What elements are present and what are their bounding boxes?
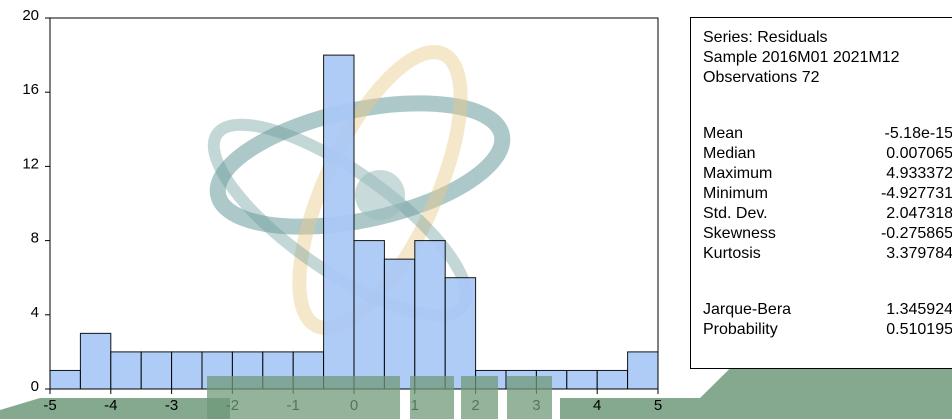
stats-row: Kurtosis 3.379784	[703, 244, 952, 264]
y-tick-label: 4	[31, 304, 39, 321]
stat-name: Jarque-Bera	[703, 301, 792, 318]
stats-row: Minimum -4.927731	[703, 184, 952, 204]
y-tick-label: 20	[22, 7, 39, 24]
watermark-band-left	[0, 398, 230, 419]
stats-row: Median 0.007065	[703, 144, 952, 164]
histogram-bar	[596, 369, 629, 390]
y-tick-label: 16	[22, 81, 39, 98]
histogram-bar	[353, 240, 385, 390]
histogram-bar	[323, 54, 355, 390]
histogram-bar	[414, 240, 446, 390]
stat-name: Probability	[703, 321, 778, 338]
stats-row: Mean -5.18e-15	[703, 124, 952, 144]
x-tick-label: -4	[104, 397, 117, 414]
y-tick-label: 12	[22, 155, 39, 172]
histogram-bar	[110, 351, 142, 390]
stats-row: Skewness -0.275865	[703, 224, 952, 244]
stat-value: -5.18e-15	[884, 125, 952, 142]
stat-value: 4.933372	[886, 165, 952, 182]
stat-value: -4.927731	[880, 185, 952, 202]
stats-row: Jarque-Bera 1.345924	[703, 300, 952, 320]
stat-name: Std. Dev.	[703, 205, 768, 222]
stats-series-label: Series: Residuals	[703, 29, 828, 46]
stat-name: Mean	[703, 125, 744, 142]
watermark-globe	[355, 170, 405, 220]
stat-value: 2.047318	[886, 205, 952, 222]
histogram-bar	[49, 369, 81, 390]
x-tick-label: 4	[593, 397, 601, 414]
stats-row: Std. Dev. 2.047318	[703, 204, 952, 224]
histogram-bar	[627, 351, 659, 390]
stat-value: 1.345924	[886, 301, 952, 318]
y-tick-label: 0	[31, 378, 39, 395]
descriptive-statistics-panel: Series: Residuals Sample 2016M01 2021M12…	[690, 17, 952, 369]
stat-name: Median	[703, 145, 756, 162]
stat-name: Skewness	[703, 225, 776, 242]
stat-value: 3.379784	[886, 245, 952, 262]
stats-sample-label: Sample 2016M01 2021M12	[703, 49, 900, 66]
histogram-bar	[171, 351, 203, 390]
histogram-bar	[79, 332, 112, 390]
watermark-band-overlay	[207, 376, 552, 419]
stat-name: Maximum	[703, 165, 773, 182]
stats-row: Probability 0.510195	[703, 320, 952, 340]
stat-value: -0.275865	[880, 225, 952, 242]
stat-name: Kurtosis	[703, 245, 761, 262]
histogram-bar	[444, 277, 477, 390]
x-tick-label: 5	[654, 397, 662, 414]
x-tick-label: -5	[43, 397, 56, 414]
stats-row: Maximum 4.933372	[703, 164, 952, 184]
y-tick-label: 8	[31, 230, 39, 247]
stat-value: 0.007065	[886, 145, 952, 162]
histogram-bars	[49, 54, 659, 390]
stat-name: Minimum	[703, 185, 768, 202]
histogram-bar	[566, 369, 598, 390]
histogram-bar	[140, 351, 173, 390]
x-tick-label: -3	[165, 397, 178, 414]
stat-value: 0.510195	[886, 321, 952, 338]
stats-observations-label: Observations 72	[703, 69, 820, 86]
histogram-bar	[383, 258, 416, 390]
